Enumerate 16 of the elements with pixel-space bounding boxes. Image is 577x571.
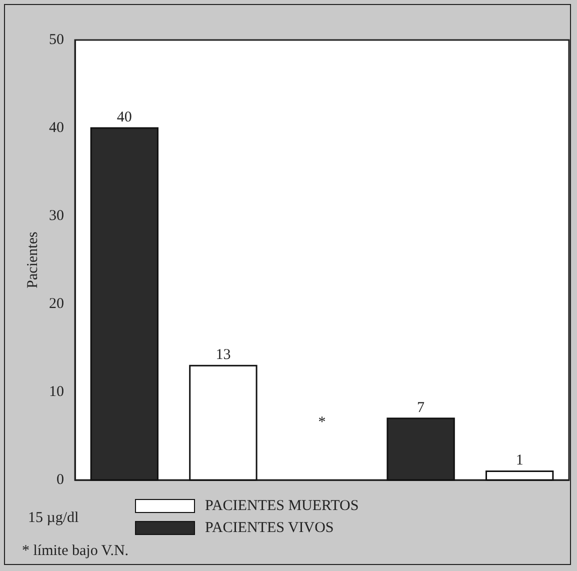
- y-tick-label: 50: [49, 32, 64, 48]
- annotation: *: [318, 414, 326, 431]
- y-tick-label: 20: [49, 296, 64, 312]
- y-tick-label: 10: [49, 384, 64, 400]
- y-tick-label: 30: [49, 208, 64, 224]
- text: * límite bajo V.N.: [22, 543, 129, 560]
- legend-label: PACIENTES VIVOS: [205, 519, 334, 538]
- data-label: 13: [216, 347, 231, 364]
- series-label: PACIENTES MUERTOS: [205, 497, 359, 516]
- data-label: 40: [116, 109, 132, 126]
- y-tick-label: 40: [49, 120, 64, 136]
- text: 15 µg/dl: [28, 510, 79, 527]
- y-tick-label: 0: [56, 472, 64, 488]
- y-axis-title: Pacientes: [24, 232, 41, 288]
- data-label: 7: [417, 400, 426, 416]
- data-label: 1: [516, 452, 524, 469]
